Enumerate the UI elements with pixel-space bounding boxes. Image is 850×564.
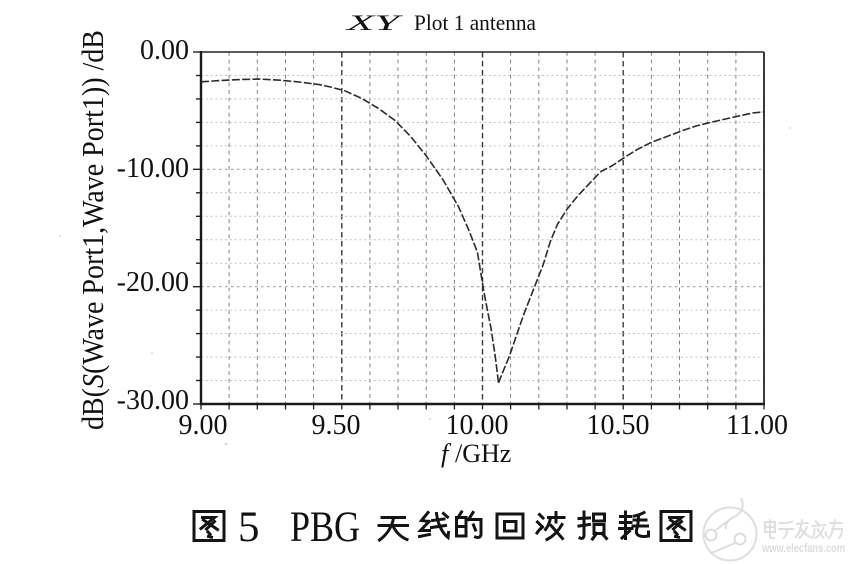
- svg-text:-10.00: -10.00: [117, 153, 189, 184]
- svg-text:/GHz: /GHz: [455, 439, 511, 468]
- svg-text:PBG: PBG: [290, 504, 360, 551]
- svg-text:11.00: 11.00: [726, 410, 788, 441]
- svg-text:f: f: [441, 439, 452, 468]
- svg-text:10.50: 10.50: [587, 410, 650, 441]
- svg-text:9.50: 9.50: [312, 410, 361, 441]
- svg-text:5: 5: [238, 504, 260, 551]
- svg-text:-20.00: -20.00: [117, 267, 189, 298]
- svg-text:www.elecfans.com: www.elecfans.com: [761, 541, 845, 555]
- svg-text:-30.00: -30.00: [117, 385, 189, 416]
- svg-text:10.00: 10.00: [446, 410, 509, 441]
- svg-text:0.00: 0.00: [140, 35, 189, 66]
- svg-text:XY: XY: [345, 10, 404, 35]
- svg-text:Plot 1 antenna: Plot 1 antenna: [414, 10, 536, 35]
- svg-text:dB(S(Wave Port1,Wave Port1)) /: dB(S(Wave Port1,Wave Port1)) /dB: [75, 30, 110, 430]
- svg-text:9.00: 9.00: [179, 410, 228, 441]
